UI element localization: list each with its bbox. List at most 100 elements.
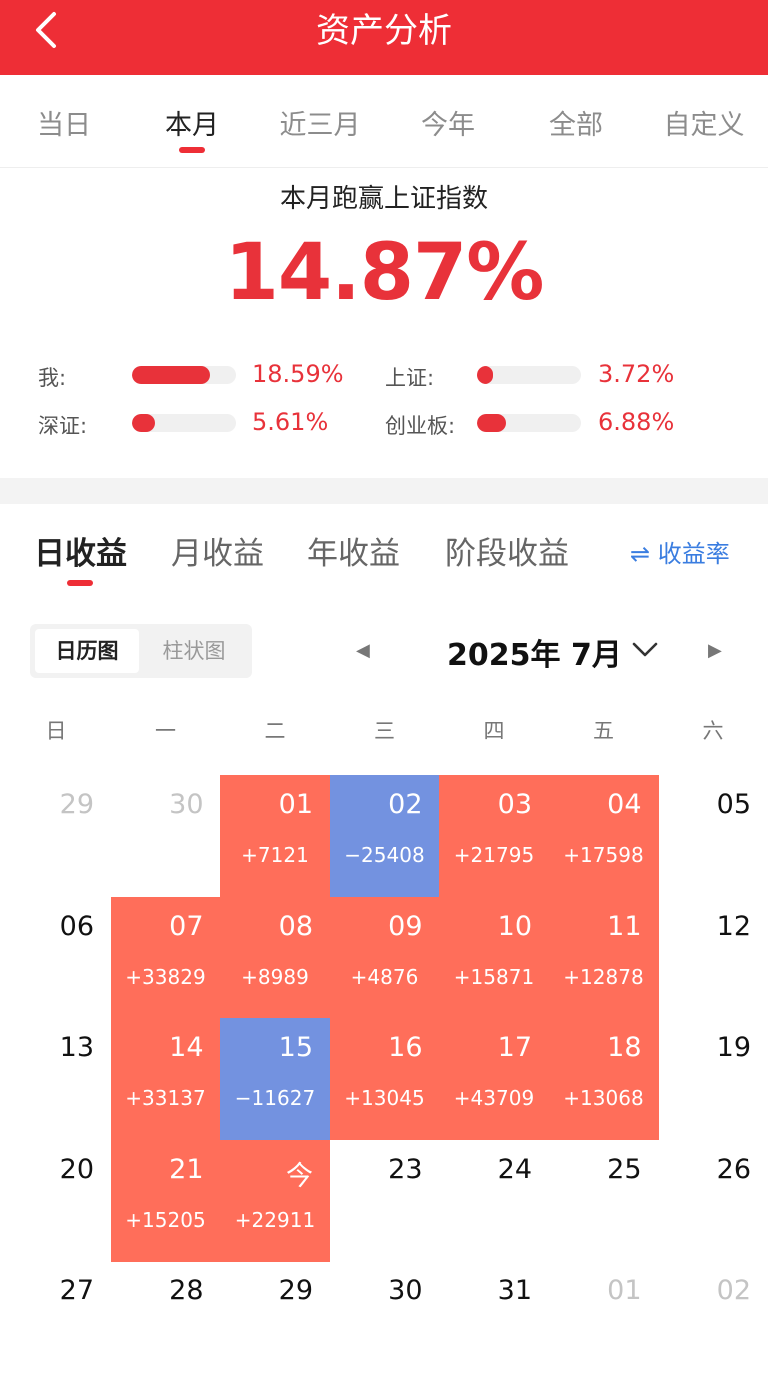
- tab-this-year[interactable]: 今年: [421, 110, 475, 141]
- calendar-day-cell[interactable]: 18 +13068: [548, 1018, 659, 1140]
- day-number: 02: [388, 789, 423, 820]
- calendar-day-cell[interactable]: 19: [658, 1018, 768, 1140]
- subtab-daily-earnings[interactable]: 日收益: [34, 536, 127, 572]
- calendar-day-cell[interactable]: 25: [549, 1140, 659, 1262]
- day-profit-value: +7121: [241, 843, 309, 867]
- calendar-day-cell[interactable]: 12: [658, 897, 768, 1019]
- day-number: 15: [278, 1032, 313, 1063]
- calendar-day-cell[interactable]: 29: [1, 775, 111, 897]
- prev-month-icon[interactable]: ◀: [356, 640, 370, 661]
- day-number: 07: [169, 910, 204, 942]
- weekday-label: 日: [45, 719, 67, 743]
- day-number: 25: [607, 1153, 642, 1185]
- day-profit-value: +4876: [350, 964, 419, 989]
- day-profit-value: +15871: [453, 964, 535, 989]
- calendar-day-cell[interactable]: 01: [549, 1261, 659, 1383]
- subtab-stage-earnings[interactable]: 阶段收益: [445, 536, 569, 572]
- day-number: 21: [169, 1153, 204, 1185]
- calendar-day-cell[interactable]: 17 +43709: [439, 1018, 549, 1140]
- day-number: 06: [59, 910, 94, 942]
- day-profit-value: +13068: [563, 1086, 644, 1110]
- calendar-day-cell[interactable]: 29: [220, 1261, 330, 1383]
- day-number: 16: [388, 1032, 423, 1063]
- calendar-day-cell[interactable]: 16 +13045: [329, 1018, 440, 1140]
- calendar-day-cell[interactable]: 07 +33829: [110, 896, 221, 1019]
- calendar-day-cell[interactable]: 11 +12878: [548, 896, 659, 1019]
- active-subtab-indicator: [67, 580, 93, 586]
- day-profit-value: +12878: [563, 964, 644, 989]
- tab-all[interactable]: 全部: [549, 110, 603, 141]
- day-profit-value: +33137: [125, 1086, 206, 1110]
- tab-custom[interactable]: 自定义: [663, 110, 745, 141]
- period-tabs: 当日 本月 近三月 今年 全部 自定义: [0, 75, 768, 168]
- day-profit-value: +17598: [563, 843, 644, 867]
- compare-bar-me: [132, 366, 236, 384]
- day-number: 29: [59, 789, 94, 820]
- calendar-day-cell[interactable]: 21 +15205: [110, 1139, 221, 1262]
- subtab-monthly-earnings[interactable]: 月收益: [171, 536, 264, 572]
- calendar-day-cell[interactable]: 10 +15871: [439, 896, 549, 1019]
- calendar-day-cell[interactable]: 27: [1, 1261, 111, 1383]
- subtab-yearly-earnings[interactable]: 年收益: [307, 536, 400, 572]
- day-number: 05: [716, 789, 751, 820]
- section-divider: [0, 478, 768, 504]
- calendar-day-cell[interactable]: 06: [1, 897, 111, 1019]
- day-number: 08: [278, 910, 313, 942]
- bar-view-button[interactable]: 柱状图: [162, 639, 226, 663]
- weekday-label: 四: [483, 719, 505, 743]
- summary-title: 本月跑赢上证指数: [279, 184, 488, 214]
- weekday-label: 六: [702, 719, 724, 743]
- calendar-day-cell[interactable]: 03 +21795: [439, 775, 549, 897]
- chevron-down-icon[interactable]: [632, 640, 658, 660]
- calendar-day-cell[interactable]: 今 +22911: [220, 1139, 330, 1262]
- day-profit-value: +8989: [241, 964, 309, 989]
- compare-label-shanghai: 上证:: [385, 366, 435, 390]
- calendar-day-cell[interactable]: 20: [1, 1140, 111, 1262]
- calendar-day-cell[interactable]: 09 +4876: [329, 896, 440, 1019]
- day-number: 28: [169, 1275, 204, 1306]
- calendar-day-cell[interactable]: 28: [111, 1261, 221, 1383]
- weekday-label: 五: [593, 719, 614, 743]
- day-number: 04: [607, 789, 642, 820]
- weekday-label: 一: [155, 719, 176, 743]
- earnings-rate-button[interactable]: ⇌ 收益率: [630, 540, 730, 568]
- top-header: 资产分析: [0, 0, 768, 75]
- tab-three-months[interactable]: 近三月: [279, 110, 361, 141]
- calendar-day-cell[interactable]: 02 −25408: [329, 775, 440, 897]
- day-number: 14: [169, 1032, 204, 1063]
- calendar-day-cell[interactable]: 26: [658, 1140, 768, 1262]
- month-label[interactable]: 2025年 7月: [447, 638, 622, 673]
- day-profit-value: +13045: [344, 1086, 425, 1110]
- calendar-day-cell[interactable]: 30: [111, 775, 221, 897]
- day-number: 18: [607, 1032, 642, 1063]
- day-number: 17: [497, 1032, 532, 1063]
- calendar-view-button[interactable]: 日历图: [35, 629, 139, 673]
- compare-bar-shenzhen: [132, 414, 236, 432]
- day-number: 19: [716, 1032, 751, 1063]
- calendar-day-cell[interactable]: 04 +17598: [548, 775, 659, 897]
- calendar-day-cell[interactable]: 13: [1, 1018, 111, 1140]
- calendar-day-cell[interactable]: 31: [439, 1261, 549, 1383]
- compare-pct-me: 18.59%: [252, 360, 344, 388]
- day-profit-value: −11627: [234, 1086, 316, 1110]
- calendar-day-cell[interactable]: 02: [658, 1261, 768, 1383]
- view-toggle: 日历图 柱状图: [30, 624, 252, 678]
- tab-this-month[interactable]: 本月: [165, 110, 219, 141]
- weekday-label: 二: [264, 719, 286, 743]
- calendar-day-cell[interactable]: 30: [330, 1261, 440, 1383]
- back-arrow-icon[interactable]: [30, 8, 70, 52]
- calendar-day-cell[interactable]: 08 +8989: [220, 896, 330, 1019]
- page-title: 资产分析: [316, 11, 452, 51]
- calendar-day-cell[interactable]: 24: [439, 1140, 549, 1262]
- compare-label-me: 我:: [38, 366, 67, 390]
- calendar-day-cell[interactable]: 14 +33137: [110, 1018, 221, 1140]
- calendar-day-cell[interactable]: 15 −11627: [220, 1018, 330, 1140]
- next-month-icon[interactable]: ▶: [708, 640, 722, 661]
- calendar-day-cell[interactable]: 23: [330, 1140, 440, 1262]
- active-tab-indicator: [179, 147, 205, 153]
- compare-bar-shanghai: [477, 366, 581, 384]
- weekday-label: 三: [374, 719, 395, 743]
- tab-today[interactable]: 当日: [37, 110, 91, 141]
- calendar-day-cell[interactable]: 01 +7121: [220, 775, 330, 897]
- calendar-day-cell[interactable]: 05: [658, 775, 768, 897]
